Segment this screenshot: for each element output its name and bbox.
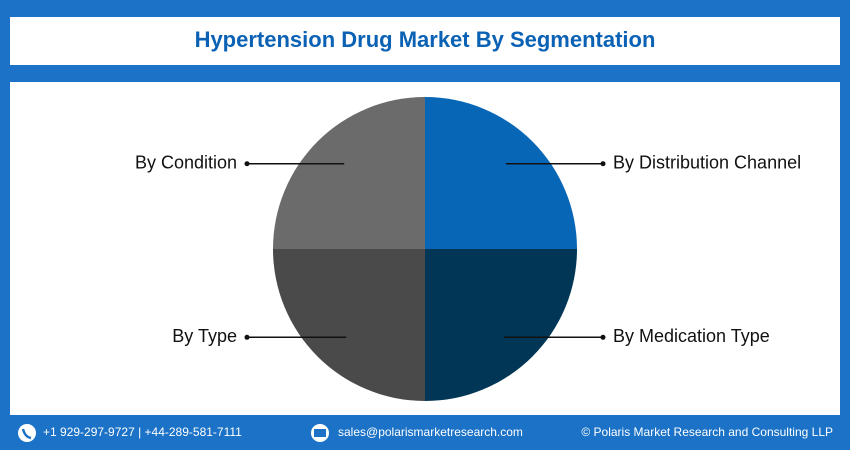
email-glyph: [314, 429, 326, 437]
slice-label: By Distribution Channel: [613, 152, 801, 172]
pie: By Distribution Channel By Medication Typ…: [135, 97, 801, 401]
pie-slice: [273, 97, 425, 249]
leader-dot: [600, 161, 606, 167]
pie-slice: [273, 249, 425, 401]
pie-slice: [425, 97, 577, 249]
leader-dot: [244, 161, 250, 167]
slice-label: By Condition: [135, 152, 237, 172]
slice-label: By Medication Type: [613, 326, 770, 346]
footer-copyright: © Polaris Market Research and Consulting…: [581, 425, 833, 439]
phone-icon: [18, 424, 36, 442]
leader-dot: [244, 334, 250, 340]
pie-slice: [425, 249, 577, 401]
footer-email: sales@polarismarketresearch.com: [338, 425, 523, 439]
title-banner: [10, 17, 840, 65]
chart-title: Hypertension Drug Market By Segmentation: [195, 27, 656, 52]
phone-glyph: [21, 428, 32, 440]
footer: +1 929-297-9727 | +44-289-581-7111 sales…: [18, 424, 833, 442]
slice-label: By Type: [172, 326, 237, 346]
footer-phone: +1 929-297-9727 | +44-289-581-7111: [43, 425, 242, 439]
leader-dot: [600, 334, 606, 340]
